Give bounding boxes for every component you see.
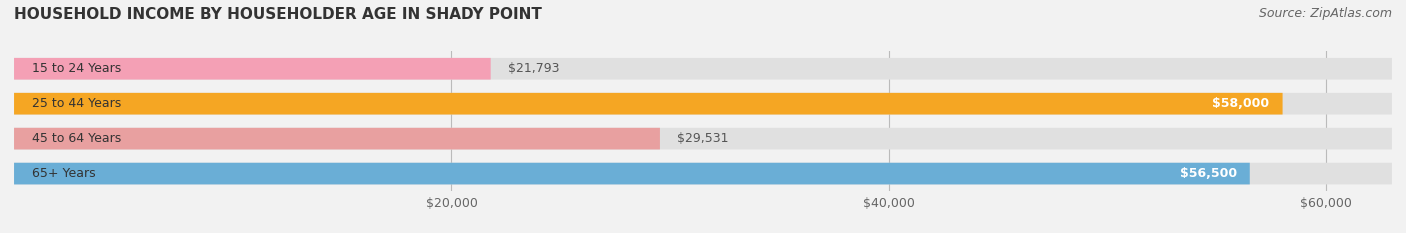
Text: 15 to 24 Years: 15 to 24 Years [31, 62, 121, 75]
FancyBboxPatch shape [14, 58, 491, 80]
FancyBboxPatch shape [14, 128, 659, 150]
Text: $56,500: $56,500 [1180, 167, 1237, 180]
FancyBboxPatch shape [14, 163, 1392, 185]
Text: 45 to 64 Years: 45 to 64 Years [31, 132, 121, 145]
Text: $58,000: $58,000 [1212, 97, 1270, 110]
FancyBboxPatch shape [14, 93, 1392, 115]
Text: $29,531: $29,531 [678, 132, 728, 145]
Text: 25 to 44 Years: 25 to 44 Years [31, 97, 121, 110]
FancyBboxPatch shape [14, 93, 1282, 115]
Text: $21,793: $21,793 [508, 62, 560, 75]
FancyBboxPatch shape [14, 163, 1250, 185]
FancyBboxPatch shape [14, 128, 1392, 150]
Text: Source: ZipAtlas.com: Source: ZipAtlas.com [1258, 7, 1392, 20]
Text: HOUSEHOLD INCOME BY HOUSEHOLDER AGE IN SHADY POINT: HOUSEHOLD INCOME BY HOUSEHOLDER AGE IN S… [14, 7, 541, 22]
Text: 65+ Years: 65+ Years [31, 167, 96, 180]
FancyBboxPatch shape [14, 58, 1392, 80]
